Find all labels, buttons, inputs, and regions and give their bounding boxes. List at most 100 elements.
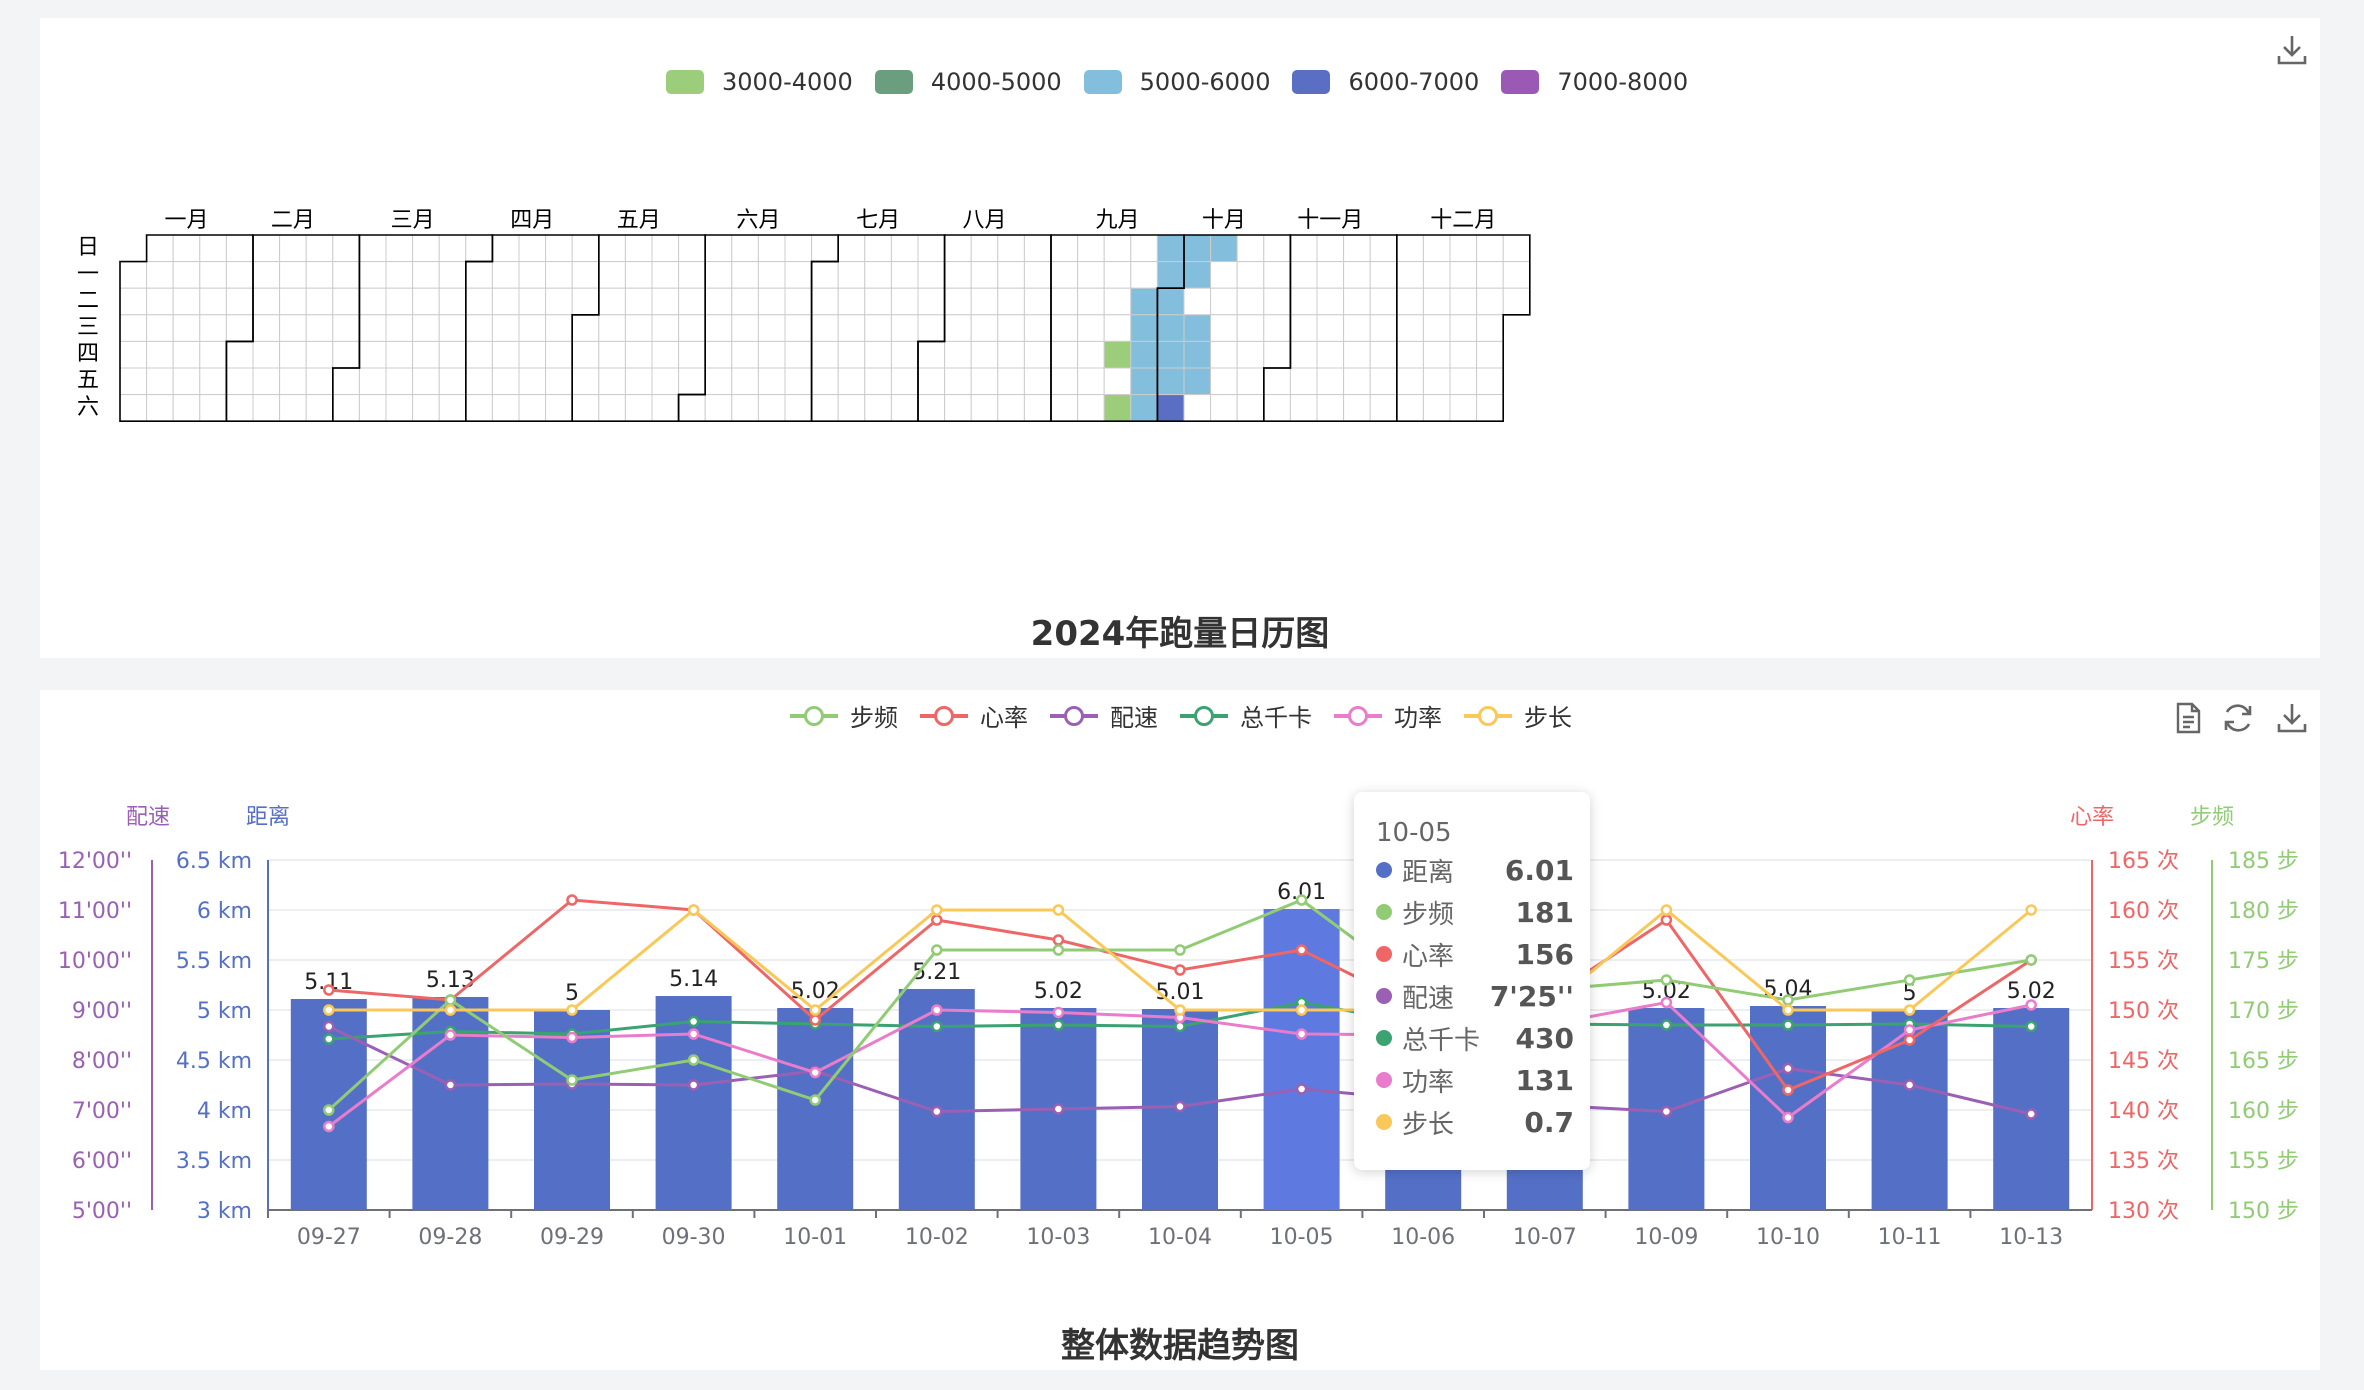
calendar-day-cell[interactable]: [1396, 234, 1424, 263]
calendar-day-cell[interactable]: [651, 314, 680, 342]
calendar-day-cell[interactable]: [731, 340, 759, 369]
calendar-day-cell[interactable]: [225, 234, 254, 263]
calendar-day-cell[interactable]: [279, 367, 307, 396]
calendar-day-cell[interactable]: [1289, 261, 1318, 289]
calendar-day-cell[interactable]: [837, 394, 866, 422]
calendar-day-cell[interactable]: [917, 314, 946, 342]
calendar-day-cell[interactable]: [1156, 340, 1185, 369]
calendar-day-cell[interactable]: [1156, 394, 1185, 422]
calendar-day-cell[interactable]: [970, 287, 999, 316]
calendar-day-cell[interactable]: [1449, 287, 1478, 316]
series-point[interactable]: [2025, 1020, 2037, 1033]
calendar-day-cell[interactable]: [864, 287, 892, 316]
calendar-day-cell[interactable]: [358, 314, 387, 342]
calendar-day-cell[interactable]: [784, 394, 813, 422]
bar[interactable]: [1263, 909, 1340, 1210]
calendar-day-cell[interactable]: [1263, 234, 1291, 263]
calendar-day-cell[interactable]: [1156, 287, 1185, 316]
calendar-day-cell[interactable]: [1289, 314, 1318, 342]
series-point[interactable]: [687, 1054, 700, 1066]
calendar-day-cell[interactable]: [1077, 314, 1105, 342]
calendar-day-cell[interactable]: [1023, 394, 1052, 422]
calendar-day-cell[interactable]: [1316, 314, 1345, 342]
calendar-day-cell[interactable]: [837, 314, 866, 342]
calendar-day-cell[interactable]: [545, 314, 573, 342]
calendar-day-cell[interactable]: [545, 340, 573, 369]
calendar-day-cell[interactable]: [678, 340, 706, 369]
calendar-day-cell[interactable]: [1396, 394, 1424, 422]
calendar-day-cell[interactable]: [784, 234, 813, 263]
calendar-day-cell[interactable]: [1396, 314, 1424, 342]
calendar-day-cell[interactable]: [704, 340, 733, 369]
legend-item[interactable]: 4000-5000: [874, 68, 1062, 96]
calendar-day-cell[interactable]: [225, 367, 254, 396]
calendar-day-cell[interactable]: [624, 234, 653, 263]
calendar-day-cell[interactable]: [1316, 261, 1345, 289]
calendar-day-cell[interactable]: [890, 261, 919, 289]
calendar-day-cell[interactable]: [997, 287, 1025, 316]
calendar-day-cell[interactable]: [1476, 314, 1504, 342]
calendar-day-cell[interactable]: [731, 287, 759, 316]
calendar-day-cell[interactable]: [225, 287, 254, 316]
calendar-day-cell[interactable]: [1236, 261, 1265, 289]
calendar-day-cell[interactable]: [571, 314, 600, 342]
calendar-day-cell[interactable]: [704, 367, 733, 396]
calendar-day-cell[interactable]: [1289, 367, 1318, 396]
calendar-day-cell[interactable]: [651, 287, 680, 316]
calendar-day-cell[interactable]: [305, 394, 334, 422]
calendar-day-cell[interactable]: [146, 287, 174, 316]
calendar-day-cell[interactable]: [172, 261, 201, 289]
series-point[interactable]: [2025, 1108, 2037, 1120]
calendar-day-cell[interactable]: [1502, 287, 1531, 316]
calendar-day-cell[interactable]: [438, 261, 467, 289]
calendar-day-cell[interactable]: [997, 314, 1025, 342]
calendar-day-cell[interactable]: [704, 314, 733, 342]
calendar-day-cell[interactable]: [678, 261, 706, 289]
calendar-day-cell[interactable]: [598, 287, 626, 316]
calendar-day-cell[interactable]: [1103, 367, 1132, 396]
calendar-day-cell[interactable]: [1210, 367, 1238, 396]
calendar-day-cell[interactable]: [1236, 340, 1265, 369]
calendar-day-cell[interactable]: [1183, 261, 1212, 289]
calendar-day-cell[interactable]: [199, 287, 227, 316]
calendar-day-cell[interactable]: [864, 340, 892, 369]
calendar-day-cell[interactable]: [1289, 287, 1318, 316]
calendar-day-cell[interactable]: [491, 367, 520, 396]
series-point[interactable]: [566, 1004, 578, 1016]
calendar-day-cell[interactable]: [491, 340, 520, 369]
calendar-day-cell[interactable]: [624, 261, 653, 289]
calendar-day-cell[interactable]: [1103, 394, 1132, 422]
calendar-day-cell[interactable]: [731, 314, 759, 342]
calendar-day-cell[interactable]: [1449, 314, 1478, 342]
series-point[interactable]: [1174, 1004, 1186, 1016]
series-point[interactable]: [323, 1104, 335, 1116]
calendar-day-cell[interactable]: [146, 340, 174, 369]
calendar-day-cell[interactable]: [146, 314, 174, 342]
calendar-day-cell[interactable]: [944, 394, 972, 422]
calendar-day-cell[interactable]: [279, 314, 307, 342]
series-point[interactable]: [1295, 944, 1308, 956]
calendar-day-cell[interactable]: [385, 261, 414, 289]
calendar-day-cell[interactable]: [518, 314, 547, 342]
calendar-day-cell[interactable]: [944, 314, 972, 342]
calendar-day-cell[interactable]: [1077, 261, 1105, 289]
calendar-day-cell[interactable]: [1210, 234, 1238, 263]
calendar-day-cell[interactable]: [279, 287, 307, 316]
calendar-day-cell[interactable]: [917, 234, 946, 263]
series-point[interactable]: [1903, 1079, 1916, 1091]
calendar-day-cell[interactable]: [944, 234, 972, 263]
series-point[interactable]: [1174, 1020, 1186, 1033]
calendar-day-cell[interactable]: [704, 261, 733, 289]
series-point[interactable]: [1660, 1105, 1673, 1118]
series-point[interactable]: [444, 1004, 457, 1016]
calendar-day-cell[interactable]: [1210, 340, 1238, 369]
calendar-day-cell[interactable]: [279, 394, 307, 422]
calendar-day-cell[interactable]: [1476, 287, 1504, 316]
series-point[interactable]: [1782, 1019, 1794, 1031]
calendar-day-cell[interactable]: [465, 234, 493, 263]
bar[interactable]: [655, 996, 732, 1210]
series-point[interactable]: [931, 1105, 943, 1118]
calendar-day-cell[interactable]: [1130, 287, 1158, 316]
calendar-day-cell[interactable]: [545, 394, 573, 422]
bar[interactable]: [534, 1010, 610, 1210]
